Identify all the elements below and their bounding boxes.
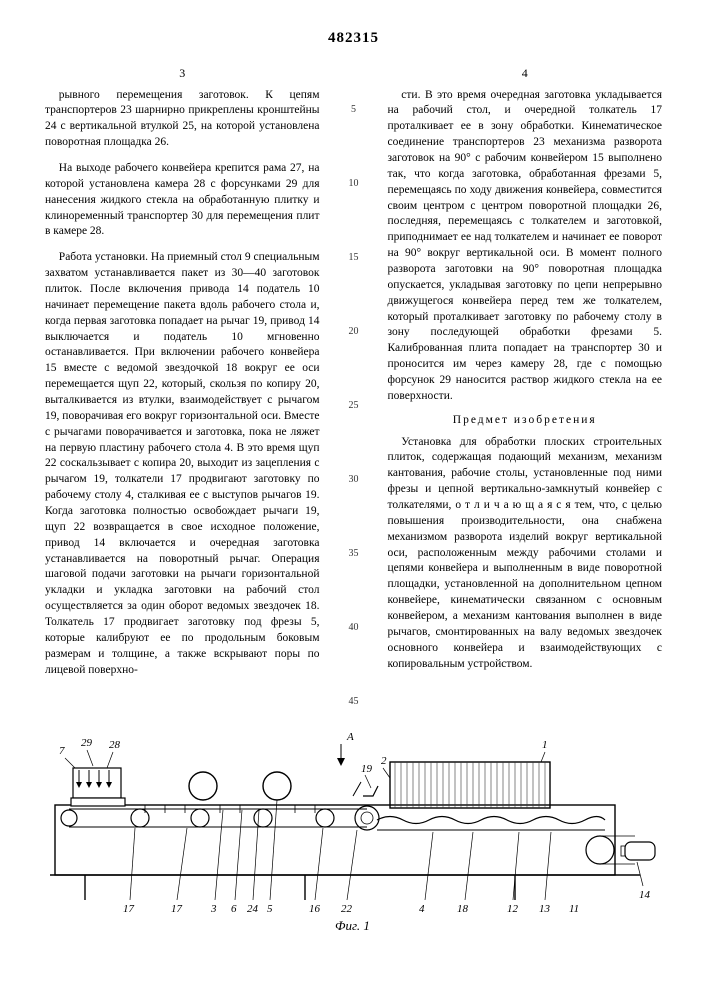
callout-6: 6	[231, 903, 237, 915]
callout-7: 7	[59, 745, 65, 757]
line-num-20: 20	[344, 325, 364, 339]
figure-svg: 7 29 28 A 19 2 1 17 17 3 6 24 5 16 22 4 …	[45, 700, 662, 935]
callout-16: 16	[309, 903, 321, 915]
figure-label: Фиг. 1	[335, 918, 370, 933]
line-num-35: 35	[344, 547, 364, 561]
callout-11: 11	[569, 903, 579, 915]
callout-17a: 17	[123, 903, 135, 915]
claims-heading: Предмет изобретения	[388, 413, 663, 429]
callout-28: 28	[109, 739, 121, 751]
line-num-25: 25	[344, 399, 364, 413]
callout-13: 13	[539, 903, 551, 915]
line-num-10: 10	[344, 177, 364, 191]
left-column: 3 рывного перемещения заготовок. К цепям…	[45, 65, 320, 682]
callout-5: 5	[267, 903, 273, 915]
line-num-30: 30	[344, 473, 364, 487]
callout-3: 3	[210, 903, 217, 915]
callout-12: 12	[507, 903, 519, 915]
patent-number: 482315	[45, 30, 662, 47]
figure-1: 7 29 28 A 19 2 1 17 17 3 6 24 5 16 22 4 …	[45, 700, 662, 935]
left-col-number: 3	[45, 65, 320, 82]
right-col-number: 4	[388, 65, 663, 82]
line-number-gutter: 5 10 15 20 25 30 35 40 45	[344, 65, 364, 682]
callout-24: 24	[247, 903, 259, 915]
callout-A: A	[346, 731, 354, 743]
line-num-40: 40	[344, 621, 364, 635]
callout-18: 18	[457, 903, 469, 915]
right-p1: сти. В это время очередная заготовка укл…	[388, 88, 663, 405]
patent-page: 482315 3 рывного перемещения заготовок. …	[0, 0, 707, 955]
callout-19: 19	[361, 763, 373, 775]
line-num-15: 15	[344, 251, 364, 265]
callout-14: 14	[639, 889, 651, 901]
line-num-45: 45	[344, 695, 364, 709]
right-column: 4 сти. В это время очередная заготовка у…	[388, 65, 663, 682]
left-p2: На выходе рабочего конвейера крепится ра…	[45, 161, 320, 240]
right-p2: Установка для обработки плоских строител…	[388, 435, 663, 673]
left-p1: рывного перемещения заготовок. К цепям т…	[45, 88, 320, 151]
callout-17b: 17	[171, 903, 183, 915]
callout-1: 1	[542, 739, 548, 751]
line-num-5: 5	[344, 103, 364, 117]
callout-4: 4	[419, 903, 425, 915]
callout-2: 2	[381, 755, 387, 767]
callout-29: 29	[81, 737, 93, 749]
callout-22: 22	[341, 903, 353, 915]
text-columns: 3 рывного перемещения заготовок. К цепям…	[45, 65, 662, 682]
left-p3: Работа установки. На приемный стол 9 спе…	[45, 250, 320, 678]
